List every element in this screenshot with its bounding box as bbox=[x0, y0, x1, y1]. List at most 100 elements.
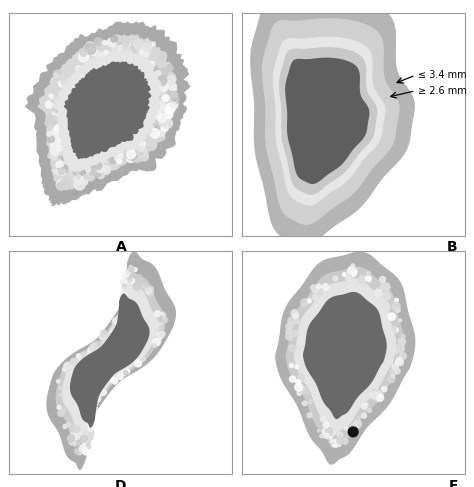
Circle shape bbox=[168, 75, 176, 84]
Circle shape bbox=[346, 276, 351, 281]
Circle shape bbox=[51, 98, 55, 102]
Circle shape bbox=[126, 271, 129, 274]
Circle shape bbox=[170, 102, 176, 108]
Circle shape bbox=[52, 110, 63, 121]
Circle shape bbox=[153, 72, 157, 76]
Circle shape bbox=[378, 286, 384, 292]
Circle shape bbox=[163, 314, 166, 317]
Circle shape bbox=[376, 394, 383, 401]
Circle shape bbox=[149, 59, 159, 70]
Circle shape bbox=[121, 279, 128, 285]
Circle shape bbox=[163, 118, 173, 128]
Circle shape bbox=[66, 174, 76, 184]
Circle shape bbox=[350, 427, 354, 431]
Circle shape bbox=[118, 374, 123, 379]
Circle shape bbox=[330, 430, 334, 433]
Circle shape bbox=[124, 271, 128, 275]
Circle shape bbox=[397, 359, 403, 366]
Circle shape bbox=[351, 425, 356, 429]
Circle shape bbox=[166, 96, 175, 105]
Polygon shape bbox=[63, 280, 158, 442]
Circle shape bbox=[122, 279, 127, 283]
Circle shape bbox=[83, 443, 89, 449]
Circle shape bbox=[380, 277, 385, 282]
Circle shape bbox=[339, 433, 342, 436]
Circle shape bbox=[112, 319, 119, 326]
Circle shape bbox=[70, 358, 77, 365]
Circle shape bbox=[155, 80, 160, 85]
Circle shape bbox=[157, 322, 162, 327]
Circle shape bbox=[116, 320, 121, 326]
Circle shape bbox=[89, 56, 99, 66]
Circle shape bbox=[157, 94, 162, 98]
Circle shape bbox=[399, 353, 406, 359]
Circle shape bbox=[155, 101, 164, 111]
Circle shape bbox=[290, 376, 296, 382]
Circle shape bbox=[143, 282, 146, 286]
Circle shape bbox=[324, 433, 329, 438]
Circle shape bbox=[153, 338, 160, 346]
Circle shape bbox=[100, 334, 105, 339]
Circle shape bbox=[87, 431, 94, 438]
Circle shape bbox=[392, 375, 395, 378]
Circle shape bbox=[156, 116, 167, 126]
Circle shape bbox=[57, 183, 64, 190]
Circle shape bbox=[379, 393, 382, 397]
Circle shape bbox=[47, 136, 55, 143]
Circle shape bbox=[100, 51, 111, 61]
Circle shape bbox=[127, 150, 136, 159]
Circle shape bbox=[288, 317, 296, 325]
Circle shape bbox=[155, 341, 158, 345]
Circle shape bbox=[80, 50, 87, 56]
Circle shape bbox=[83, 180, 88, 185]
Circle shape bbox=[59, 169, 64, 174]
Circle shape bbox=[392, 329, 397, 333]
Circle shape bbox=[50, 132, 61, 143]
Circle shape bbox=[109, 157, 116, 164]
Circle shape bbox=[392, 326, 396, 330]
Circle shape bbox=[330, 440, 333, 443]
Circle shape bbox=[358, 276, 366, 283]
Circle shape bbox=[138, 146, 144, 151]
Circle shape bbox=[91, 417, 93, 421]
Circle shape bbox=[302, 401, 307, 406]
Circle shape bbox=[125, 42, 128, 46]
Circle shape bbox=[55, 161, 60, 166]
Polygon shape bbox=[53, 51, 162, 172]
Circle shape bbox=[93, 157, 103, 167]
Circle shape bbox=[149, 61, 155, 66]
Circle shape bbox=[113, 160, 119, 166]
Circle shape bbox=[100, 55, 105, 59]
Circle shape bbox=[113, 317, 120, 325]
Circle shape bbox=[83, 443, 87, 447]
Circle shape bbox=[59, 393, 62, 396]
Circle shape bbox=[156, 89, 162, 94]
Circle shape bbox=[169, 90, 174, 96]
Circle shape bbox=[88, 48, 96, 56]
Circle shape bbox=[308, 298, 311, 301]
Circle shape bbox=[46, 115, 54, 124]
Circle shape bbox=[47, 100, 53, 107]
Circle shape bbox=[59, 405, 64, 411]
Circle shape bbox=[68, 59, 73, 64]
Circle shape bbox=[53, 88, 58, 93]
Circle shape bbox=[91, 46, 99, 55]
Circle shape bbox=[162, 312, 164, 315]
Circle shape bbox=[171, 92, 178, 98]
Circle shape bbox=[86, 168, 91, 172]
Circle shape bbox=[60, 147, 65, 152]
Circle shape bbox=[54, 169, 60, 174]
Circle shape bbox=[116, 42, 123, 49]
Circle shape bbox=[75, 431, 82, 439]
Circle shape bbox=[112, 327, 115, 330]
Circle shape bbox=[115, 154, 122, 162]
Circle shape bbox=[396, 308, 400, 312]
Polygon shape bbox=[294, 279, 396, 433]
Circle shape bbox=[86, 434, 93, 441]
Circle shape bbox=[73, 443, 76, 446]
Circle shape bbox=[128, 277, 132, 282]
Circle shape bbox=[58, 148, 62, 152]
Circle shape bbox=[301, 299, 308, 306]
Text: A: A bbox=[116, 240, 126, 254]
Circle shape bbox=[381, 283, 388, 290]
